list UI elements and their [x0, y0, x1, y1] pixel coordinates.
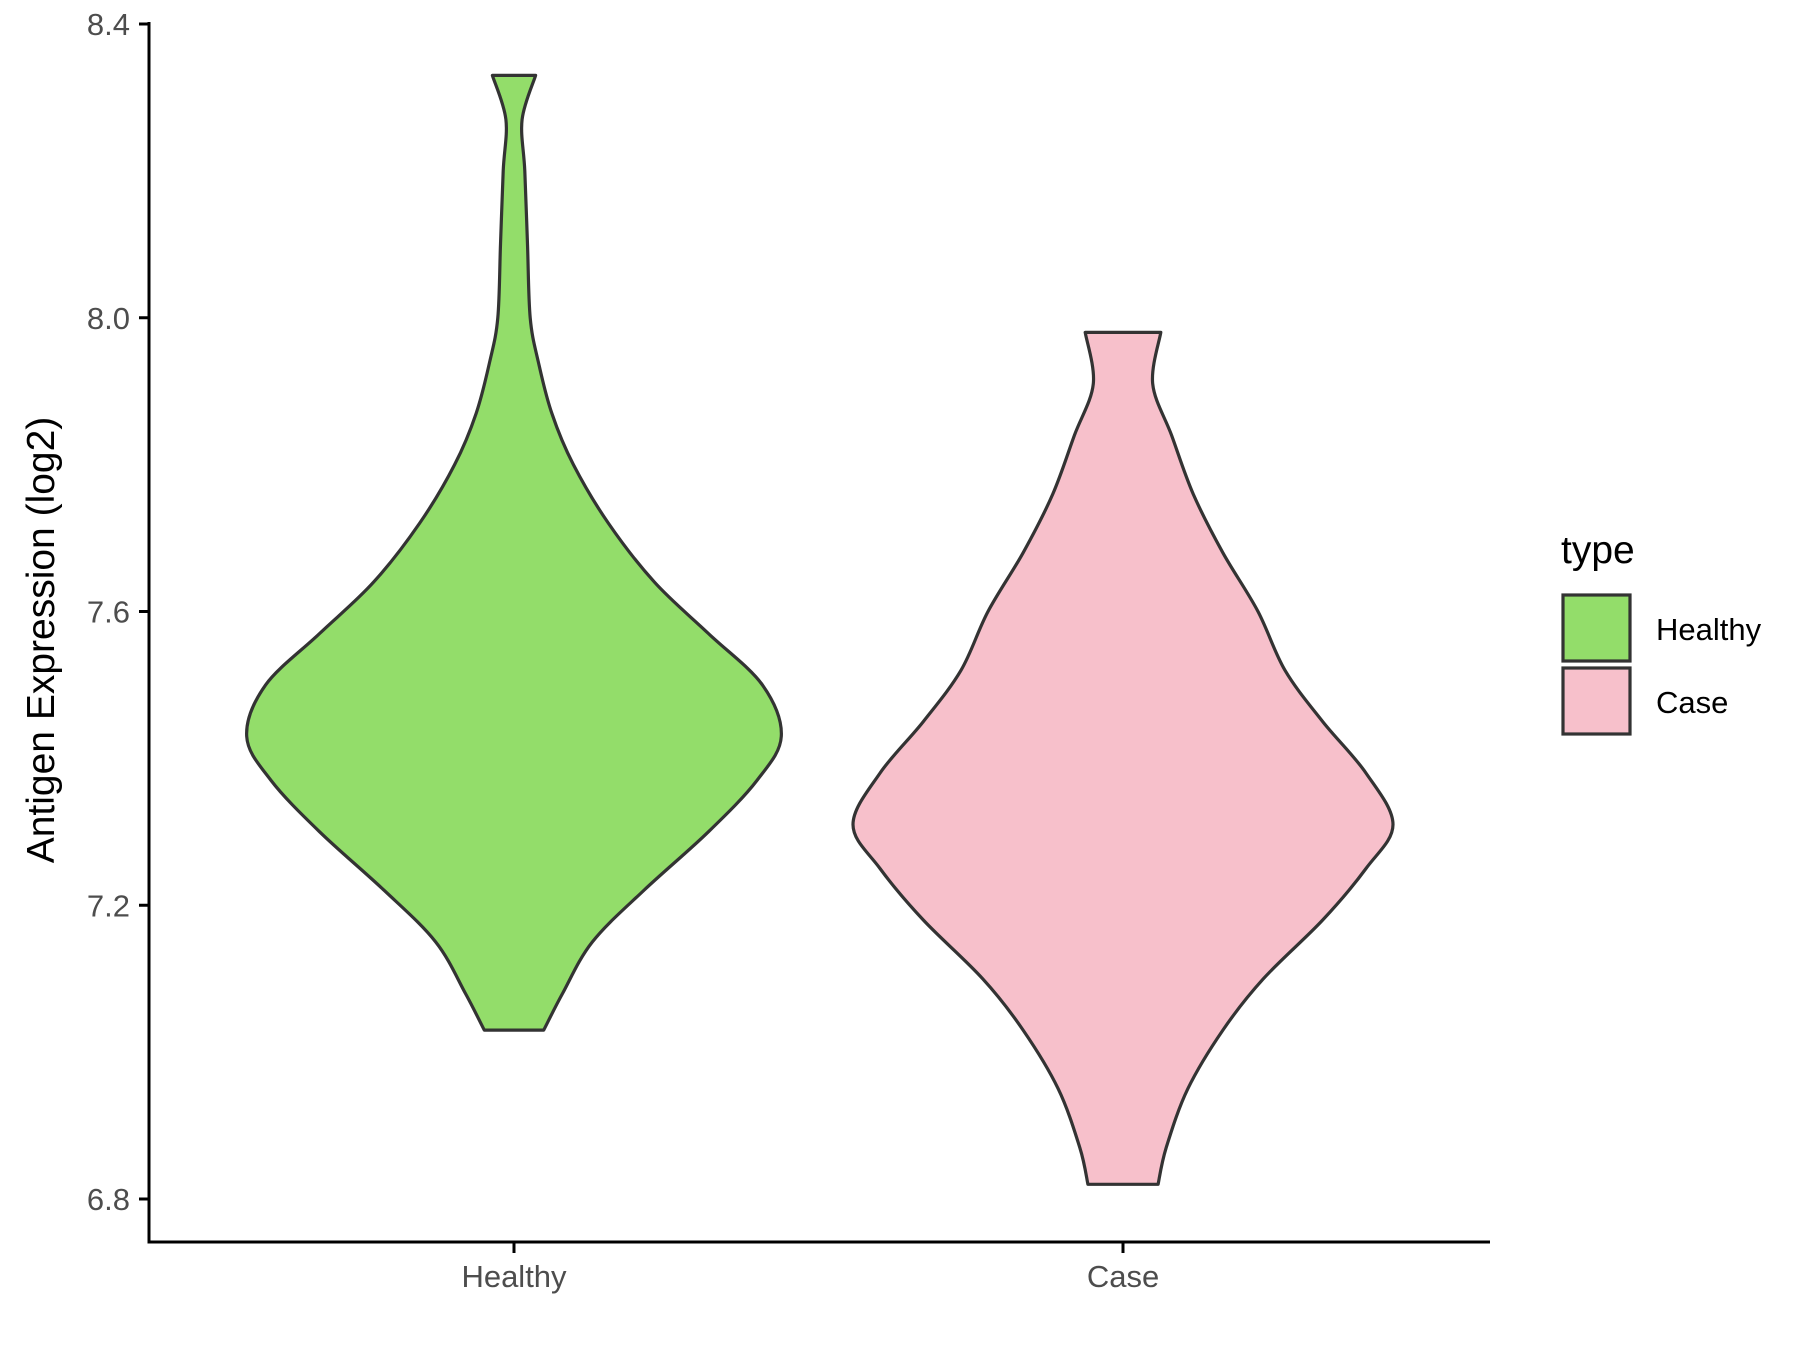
- legend-entries: Healthy Case: [1561, 593, 1762, 736]
- y-tick-label: 6.8: [87, 1182, 130, 1217]
- legend-label-healthy: Healthy: [1656, 612, 1762, 647]
- y-tick-label: 8.0: [87, 301, 130, 336]
- legend-label-case: Case: [1656, 685, 1728, 720]
- y-tick-label: 7.2: [87, 888, 130, 923]
- legend-key-healthy: [1561, 593, 1632, 663]
- violin-case: [851, 330, 1395, 1186]
- x-tick-label: Case: [1087, 1259, 1159, 1294]
- x-tick-label: Healthy: [461, 1259, 567, 1294]
- y-axis-ticks: 6.8 7.2 7.6 8.0 8.4: [87, 7, 149, 1217]
- y-tick-label: 8.4: [87, 7, 130, 42]
- x-axis-ticks: Healthy Case: [461, 1242, 1159, 1294]
- legend-title: type: [1561, 529, 1635, 572]
- y-axis-title: Antigen Expression (log2): [20, 417, 63, 864]
- legend: type Healthy Case: [1561, 529, 1762, 736]
- violins-layer: [245, 73, 1395, 1186]
- violin-healthy: [245, 73, 783, 1032]
- y-tick-label: 7.6: [87, 595, 130, 630]
- legend-key-case: [1561, 666, 1632, 736]
